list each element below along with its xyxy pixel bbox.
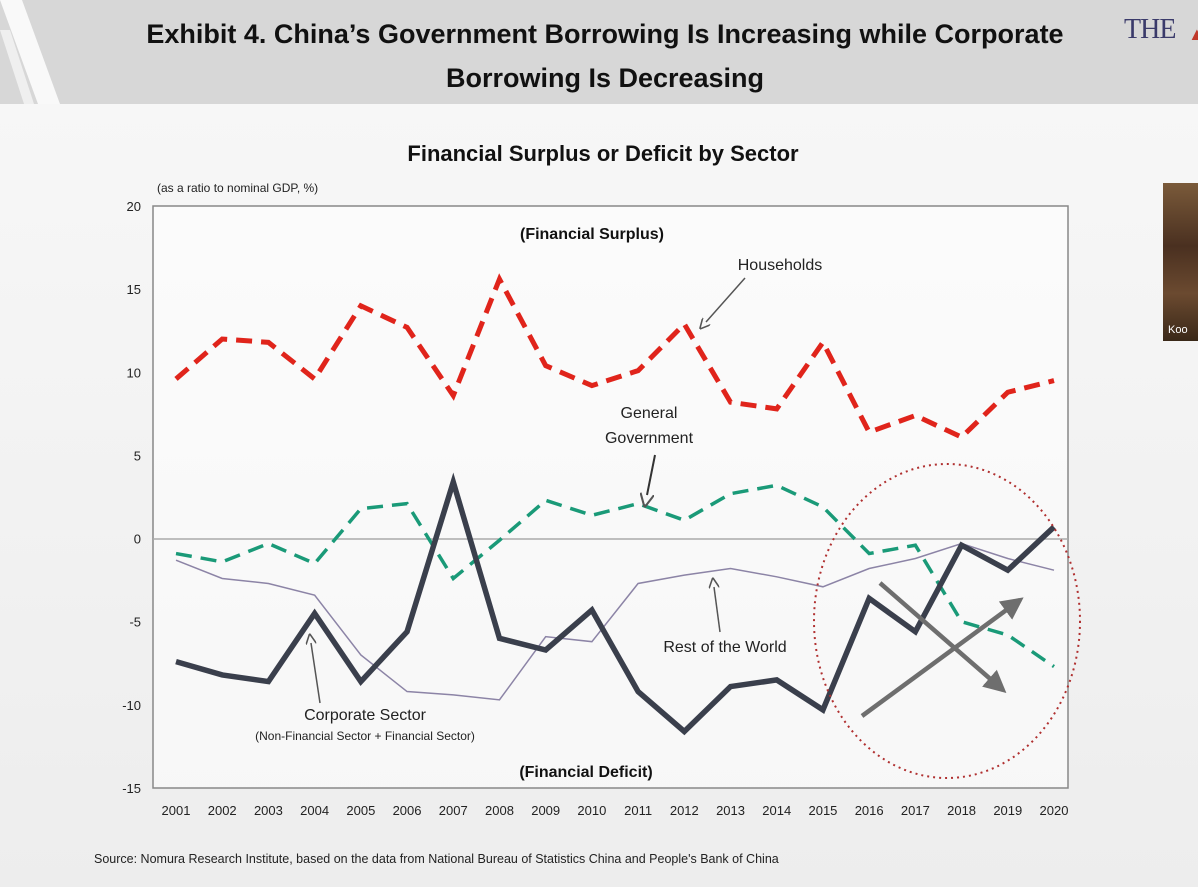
label-corporate-sector-sub: (Non-Financial Sector + Financial Sector… bbox=[255, 729, 475, 743]
banner-decoration bbox=[0, 0, 60, 104]
x-tick-label: 2009 bbox=[531, 803, 560, 818]
y-tick-label: 0 bbox=[134, 532, 141, 547]
page-title: Exhibit 4. China’s Government Borrowing … bbox=[40, 12, 1170, 100]
series-line-rest-of-the-world bbox=[175, 542, 1055, 701]
trend-arrow-up-icon bbox=[860, 597, 1024, 718]
x-tick-label: 2004 bbox=[300, 803, 329, 818]
x-tick-label: 2017 bbox=[901, 803, 930, 818]
y-tick-label: -15 bbox=[122, 781, 141, 796]
x-tick-label: 2015 bbox=[808, 803, 837, 818]
x-tick-label: 2005 bbox=[346, 803, 375, 818]
plot-area bbox=[152, 205, 1069, 789]
pointer-rest-of-world-icon bbox=[714, 587, 721, 633]
x-tick-label: 2012 bbox=[670, 803, 699, 818]
x-axis-ticks: 2001 2002 2003 2004 2005 2006 2007 2008 2009 2010… bbox=[162, 803, 1069, 818]
y-axis-ticks: 20 15 10 5 0 -5 -10 -15 bbox=[122, 199, 141, 796]
pointer-general-government-icon bbox=[647, 454, 656, 495]
x-tick-label: 2003 bbox=[254, 803, 283, 818]
x-tick-label: 2007 bbox=[439, 803, 468, 818]
pointer-households-icon bbox=[706, 277, 746, 322]
y-tick-label: 20 bbox=[127, 199, 141, 214]
label-corporate-sector: Corporate Sector bbox=[304, 707, 427, 724]
y-tick-label: 5 bbox=[134, 448, 141, 463]
x-tick-label: 2011 bbox=[624, 803, 652, 818]
x-tick-label: 2014 bbox=[762, 803, 791, 818]
annotation-financial-deficit: (Financial Deficit) bbox=[519, 764, 652, 781]
y-tick-label: 15 bbox=[127, 282, 141, 297]
pointer-corporate-sector-icon bbox=[311, 643, 321, 704]
series-line-households bbox=[174, 273, 1055, 441]
x-tick-label: 2019 bbox=[993, 803, 1022, 818]
y-tick-label: -5 bbox=[129, 615, 141, 630]
logo-accent-icon: ▲ bbox=[1188, 24, 1198, 44]
title-line-2: Borrowing Is Decreasing bbox=[445, 63, 765, 93]
x-tick-label: 2008 bbox=[485, 803, 514, 818]
x-tick-label: 2016 bbox=[855, 803, 884, 818]
header-banner: Exhibit 4. China’s Government Borrowing … bbox=[0, 0, 1198, 104]
label-general-government-2: Government bbox=[605, 430, 694, 447]
series-line-corporate-sector bbox=[175, 472, 1056, 736]
video-thumbnail-label: Koo bbox=[1168, 324, 1188, 336]
x-tick-label: 2010 bbox=[577, 803, 606, 818]
series-line-general-government bbox=[175, 483, 1055, 669]
title-line-1: Exhibit 4. China’s Government Borrowing … bbox=[146, 19, 1064, 49]
series-layer bbox=[174, 273, 1056, 736]
x-tick-label: 2018 bbox=[947, 803, 976, 818]
trend-arrow-down-icon bbox=[878, 581, 1007, 693]
x-tick-label: 2002 bbox=[208, 803, 237, 818]
chart-title: Financial Surplus or Deficit by Sector bbox=[407, 141, 799, 166]
x-tick-label: 2020 bbox=[1040, 803, 1069, 818]
y-tick-label: 10 bbox=[127, 365, 141, 380]
x-tick-label: 2006 bbox=[393, 803, 422, 818]
logo: THE bbox=[1124, 14, 1176, 45]
label-households: Households bbox=[738, 257, 823, 274]
label-general-government-1: General bbox=[621, 405, 678, 422]
video-thumbnail[interactable] bbox=[1163, 183, 1198, 341]
y-tick-label: -10 bbox=[122, 698, 141, 713]
source-note: Source: Nomura Research Institute, based… bbox=[94, 852, 779, 866]
x-tick-label: 2001 bbox=[162, 803, 191, 818]
highlight-circle bbox=[813, 463, 1081, 779]
label-rest-of-world: Rest of the World bbox=[663, 639, 786, 656]
y-axis-label: (as a ratio to nominal GDP, %) bbox=[157, 181, 318, 195]
annotation-financial-surplus: (Financial Surplus) bbox=[520, 226, 664, 243]
x-tick-label: 2013 bbox=[716, 803, 745, 818]
